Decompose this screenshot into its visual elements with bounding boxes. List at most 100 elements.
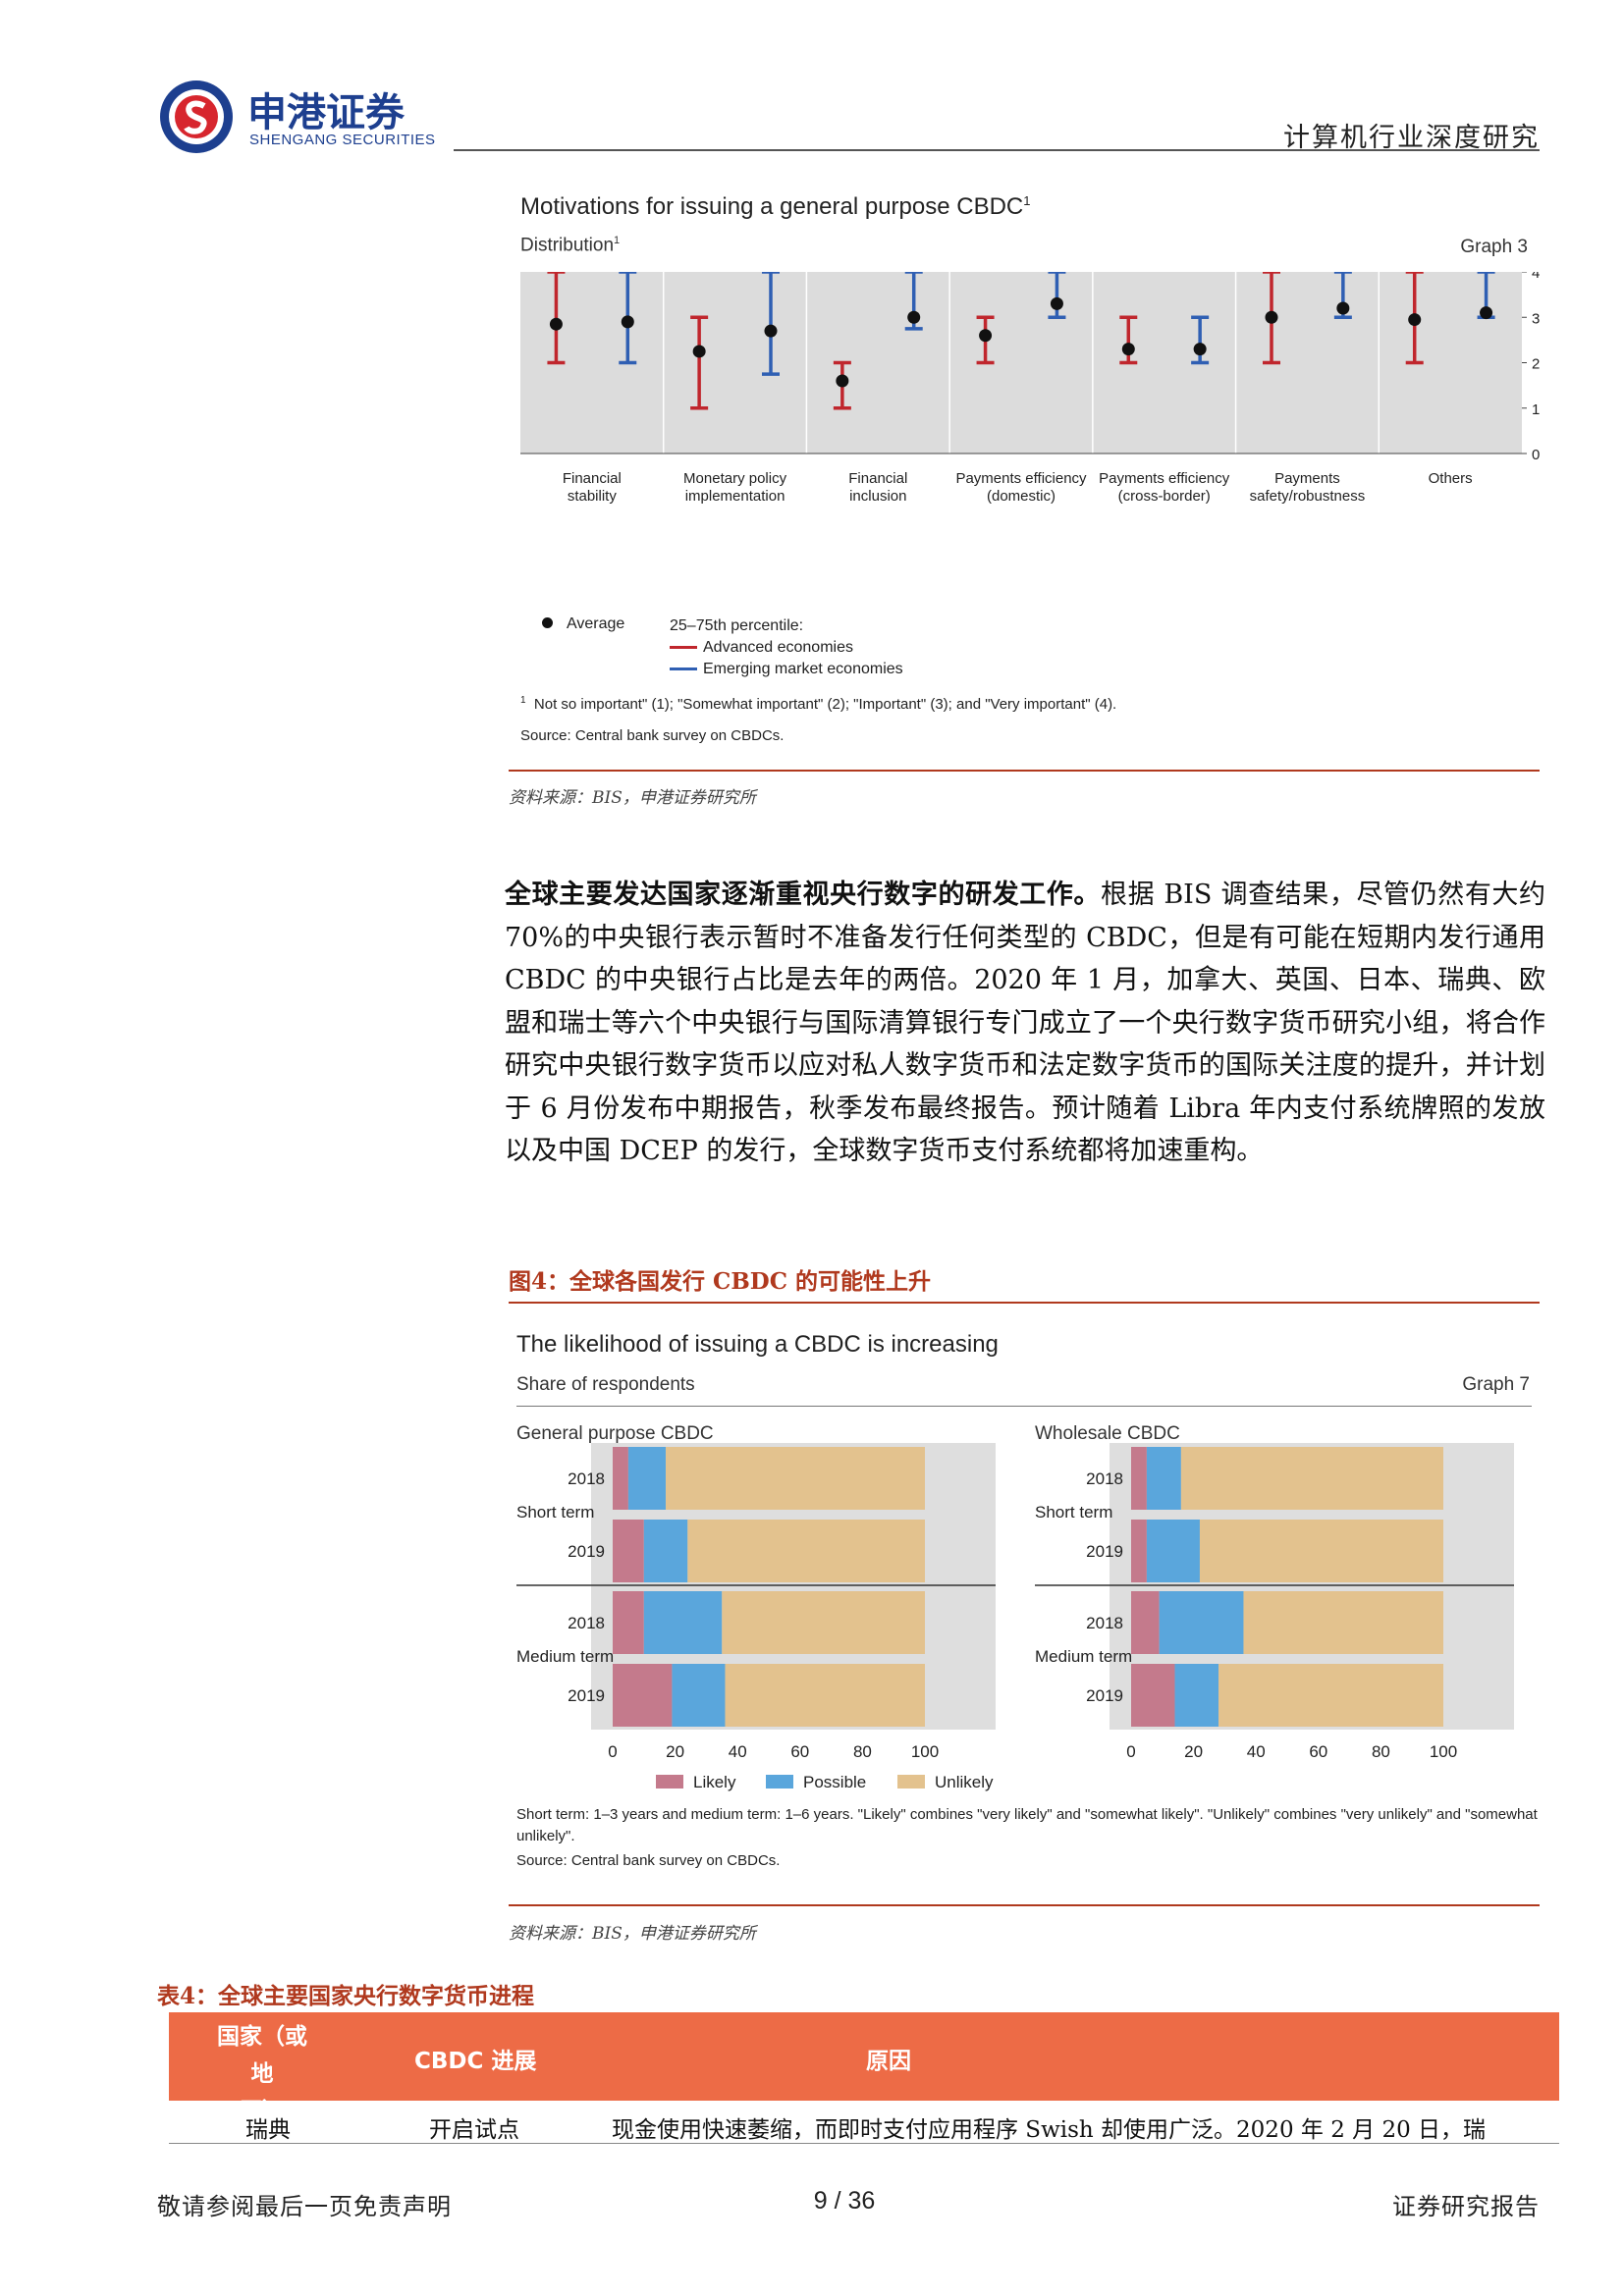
year-label: 2019 [568,1542,605,1561]
average-point [1121,343,1135,356]
legend-percentile: 25–75th percentile: [670,617,804,634]
category-label: implementation [685,488,785,505]
average-point [1050,296,1063,310]
x-tick-label: 0 [608,1742,617,1761]
figure3-footnote: 1 Not so important" (1); "Somewhat impor… [520,695,1117,713]
group-label-short: Short term [1035,1503,1112,1522]
figure-4: The likelihood of issuing a CBDC is incr… [509,1315,1540,1906]
table-cell-country: 瑞典 [245,2117,291,2143]
legend-label: Possible [803,1773,866,1791]
panel-right-title: Wholesale CBDC [1035,1423,1180,1444]
category-label: Payments efficiency [1099,470,1230,487]
x-tick-label: 40 [1247,1742,1266,1761]
x-tick-label: 0 [1126,1742,1135,1761]
table-cell-progress: 开启试点 [429,2117,519,2143]
brand-name-cn: 申港证券 [247,90,405,135]
report-type: 计算机行业深度研究 [1283,123,1540,153]
header-divider [454,149,1540,151]
figure3-divider [509,770,1540,772]
page-number: 9 / 36 [813,2187,876,2215]
company-logo: 申港证券 SHENGANG SECURITIES [157,77,452,157]
legend-emerging: Emerging market economies [670,661,903,678]
y-tick-label: 2 [1532,356,1540,373]
footer-disclaimer: 敬请参阅最后一页免责声明 [157,2193,452,2220]
figure4-divider [509,1904,1540,1906]
group-label-short: Short term [516,1503,594,1522]
figure4-title: The likelihood of issuing a CBDC is incr… [516,1331,999,1358]
bar-segment-likely [1131,1520,1147,1582]
average-point [836,374,849,388]
average-point [1408,313,1422,327]
average-point [1193,343,1207,356]
legend-average: Average [542,615,624,633]
table4-caption: 表4：全球主要国家央行数字货币进程 [157,1983,535,2009]
y-tick-label: 3 [1532,310,1540,327]
average-point [621,315,634,329]
figure4-top-rule [516,1406,1532,1407]
footer-report-type: 证券研究报告 [1392,2193,1540,2220]
average-point [1480,306,1493,320]
category-label: (domestic) [987,488,1056,505]
legend-label: Unlikely [935,1773,994,1791]
bar-segment-unlikely [666,1447,925,1510]
header-reason: 原因 [866,2048,911,2074]
cbdc-likelihood-bar-chart: 2018 2019 2018 2019 Short term Medium term 0 20… [516,1443,1514,1791]
figure3-source: Source: Central bank survey on CBDCs. [520,727,785,744]
category-label: stability [568,488,618,505]
figure4-subtitle: Share of respondents [516,1374,695,1395]
y-tick-label: 1 [1532,401,1540,418]
year-label: 2018 [1086,1614,1123,1632]
bar-segment-likely [613,1591,644,1654]
figure3-source-note: 资料来源：BIS，申港证券研究所 [509,788,756,808]
year-label: 2018 [568,1469,605,1488]
x-tick-label: 100 [911,1742,939,1761]
paragraph-body: 根据 BIS 调查结果，尽管仍然有大约 70%的中央银行表示暂时不准备发行任何类… [505,880,1546,1166]
plot-area [520,272,1522,454]
bar-segment-unlikely [687,1520,925,1582]
bar-segment-possible [627,1447,667,1510]
figure4-source-note: 资料来源：BIS，申港证券研究所 [509,1924,756,1944]
table-cell-reason: 现金使用快速萎缩，而即时支付应用程序 Swish 却使用广泛。2020 年 2 … [612,2117,1487,2143]
bar-segment-likely [1131,1447,1147,1510]
bar-segment-unlikely [1218,1664,1443,1727]
table-row-divider [169,2143,1559,2144]
panel-left-title: General purpose CBDC [516,1423,714,1444]
header-country: 国家（或地 区） [217,2023,307,2124]
legend-advanced: Advanced economies [670,639,853,657]
year-label: 2019 [1086,1686,1123,1705]
year-label: 2018 [1086,1469,1123,1488]
category-label: Financial [848,470,907,487]
category-label: Payments efficiency [955,470,1087,487]
bar-segment-possible [1159,1591,1244,1654]
shengang-logo-icon [160,80,233,153]
average-point [1265,310,1278,324]
y-tick-label: 0 [1532,447,1540,463]
body-paragraph: 全球主要发达国家逐渐重视央行数字的研发工作。根据 BIS 调查结果，尽管仍然有大… [505,874,1545,1173]
bar-segment-possible [643,1520,688,1582]
average-point [549,317,563,331]
figure4-caption-divider [509,1302,1540,1304]
category-label: Others [1429,470,1473,487]
bar-segment-possible [1146,1520,1200,1582]
category-label: (cross-border) [1118,488,1211,505]
header-progress: CBDC 进展 [414,2049,537,2074]
bar-segment-unlikely [1180,1447,1443,1510]
bar-segment-unlikely [722,1591,925,1654]
x-tick-label: 60 [790,1742,809,1761]
bar-segment-likely [613,1520,644,1582]
average-point [692,345,706,358]
bar-segment-likely [613,1664,673,1727]
category-label: Monetary policy [683,470,787,487]
year-label: 2019 [1086,1542,1123,1561]
average-point [764,324,778,338]
bar-segment-possible [643,1591,723,1654]
legend-swatch [766,1775,793,1789]
x-tick-label: 20 [1184,1742,1203,1761]
table-header-row: 国家（或地 区） CBDC 进展 原因 [169,2012,1559,2124]
legend-label: Likely [693,1773,736,1791]
bar-segment-likely [1131,1664,1175,1727]
bar-segment-likely [1131,1591,1160,1654]
figure3-subtitle: Distribution1 [520,235,621,256]
category-label: safety/robustness [1250,488,1366,505]
